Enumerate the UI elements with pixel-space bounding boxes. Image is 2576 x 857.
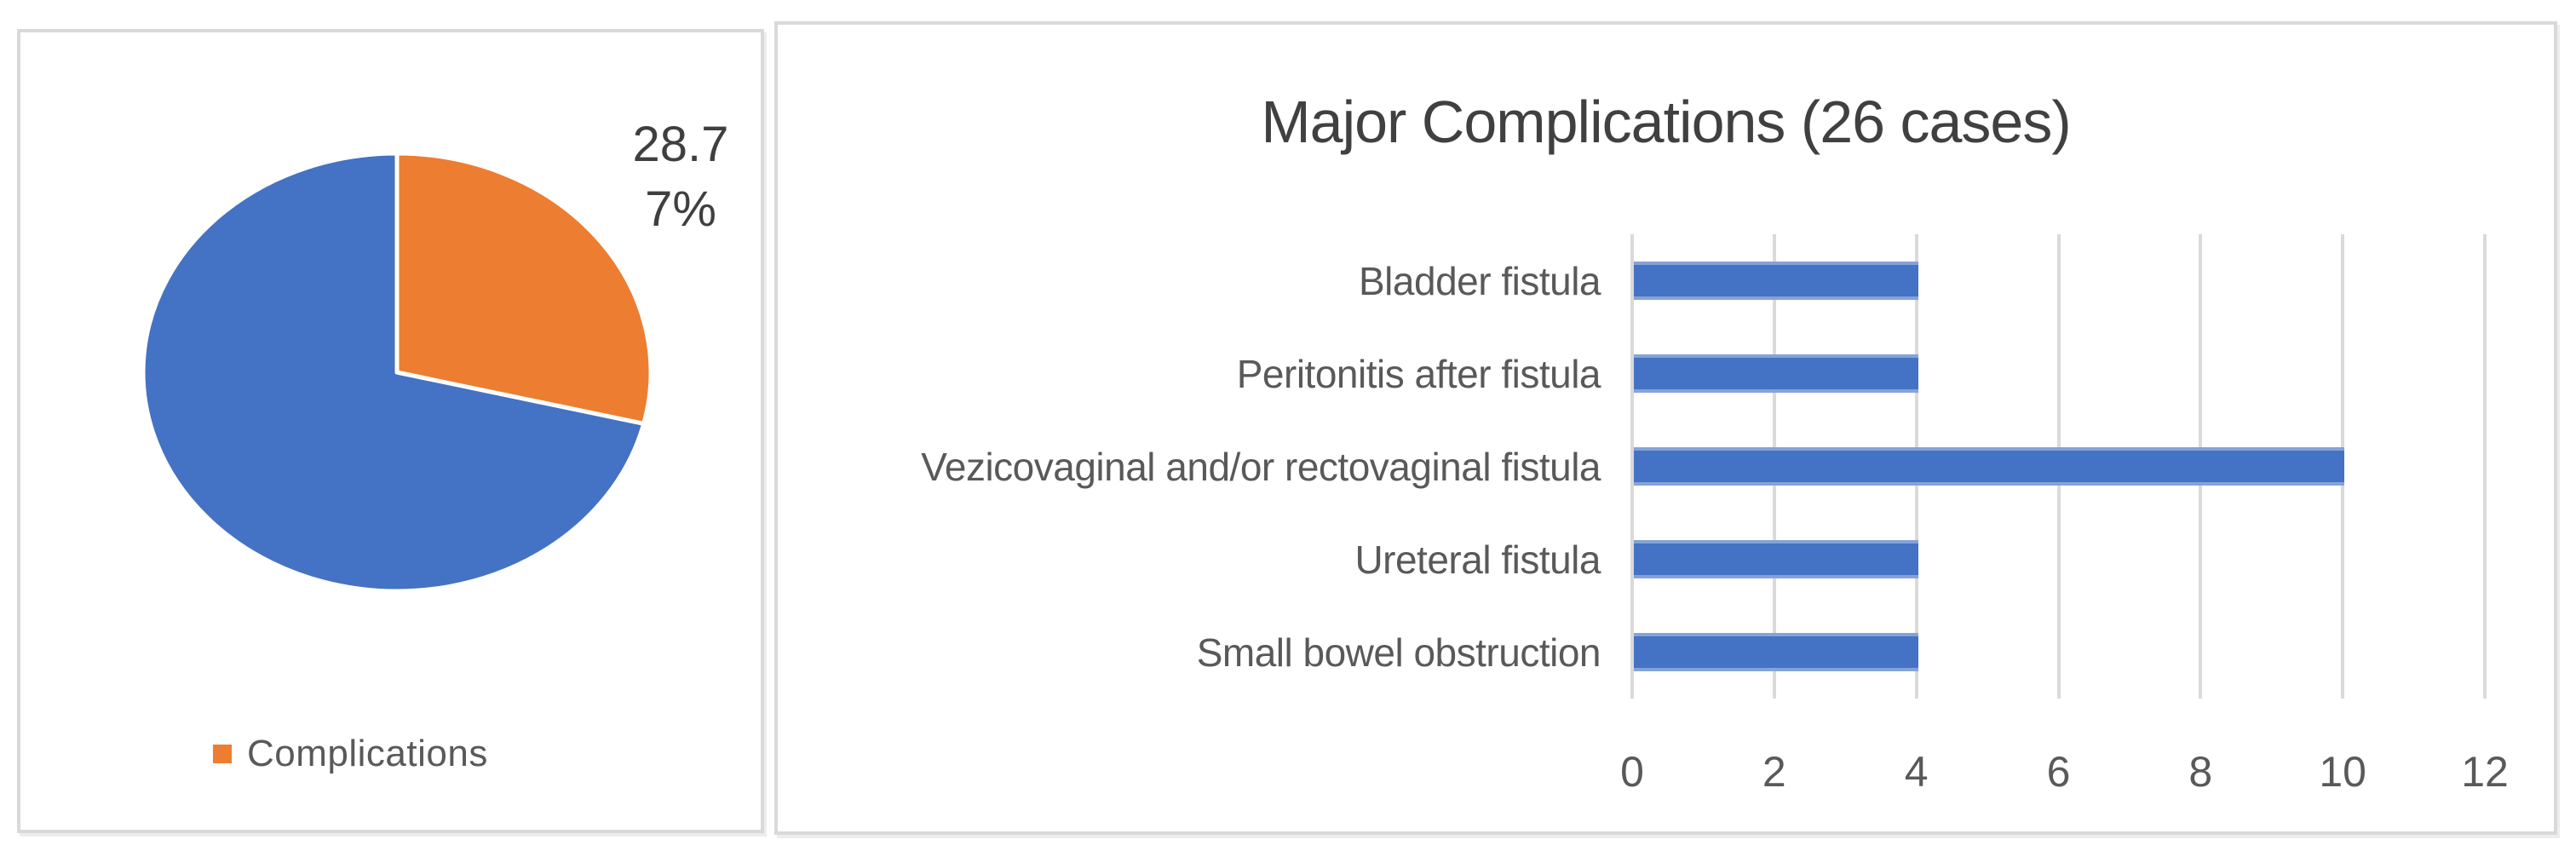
bar-plot-area (1630, 234, 2487, 699)
bar-chart-panel: Major Complications (26 cases) Bladder f… (774, 21, 2557, 835)
x-tick-label-6: 6 (2046, 748, 2071, 796)
gridline-x-0 (1630, 234, 1634, 699)
category-label-vezicovaginal-and-or-rectovaginal-fistula: Vezicovaginal and/or rectovaginal fistul… (921, 444, 1601, 489)
legend-marker-complications (213, 745, 232, 763)
pie-data-label-line2: 7% (645, 181, 716, 237)
bar-peritonitis-after-fistula (1634, 354, 1918, 393)
bar-small-bowel-obstruction (1634, 633, 1918, 671)
bar-bladder-fistula (1634, 262, 1918, 300)
category-label-ureteral-fistula: Ureteral fistula (1354, 537, 1601, 582)
bar-chart-title: Major Complications (26 cases) (1261, 89, 2071, 155)
x-tick-label-8: 8 (2188, 748, 2213, 796)
pie-legend: Complications (213, 730, 488, 778)
gridline-x-12 (2483, 234, 2487, 699)
pie-chart-panel: 28.7 7% Complications (17, 29, 764, 833)
bar-ureteral-fistula (1634, 540, 1918, 578)
pie-data-label-line1: 28.7 (632, 117, 729, 172)
pie-slice-no-complications (141, 151, 647, 594)
pie-data-label: 28.7 7% (570, 112, 791, 242)
legend-label-complications: Complications (247, 733, 488, 774)
x-tick-label-4: 4 (1904, 748, 1929, 796)
pie-slice-complications (394, 151, 653, 426)
category-label-bladder-fistula: Bladder fistula (1359, 258, 1601, 303)
x-tick-label-2: 2 (1762, 748, 1786, 796)
category-label-small-bowel-obstruction: Small bowel obstruction (1196, 630, 1601, 675)
category-label-peritonitis-after-fistula: Peritonitis after fistula (1236, 351, 1601, 396)
x-tick-label-12: 12 (2461, 748, 2509, 796)
x-tick-label-0: 0 (1620, 748, 1644, 796)
x-tick-label-10: 10 (2319, 748, 2366, 796)
pie-chart (141, 151, 653, 594)
bar-vezicovaginal-and-or-rectovaginal-fistula (1634, 447, 2345, 486)
